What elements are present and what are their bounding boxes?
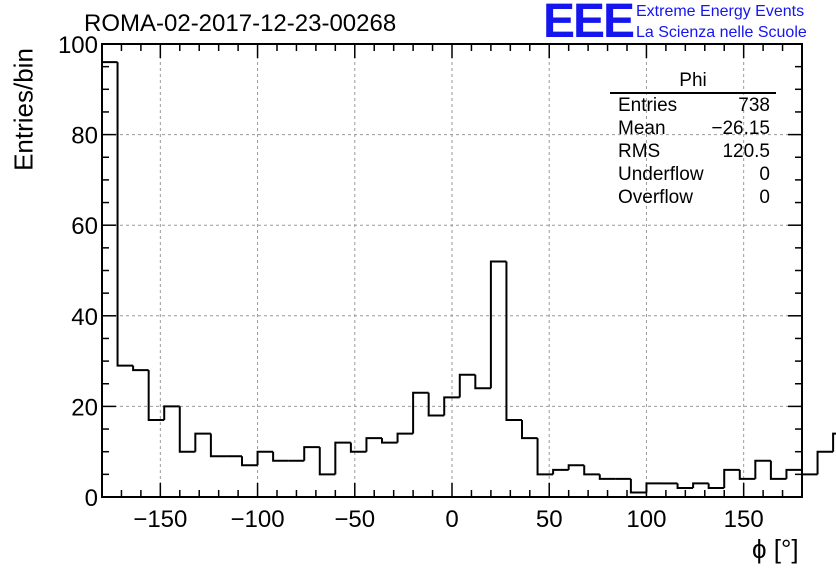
histogram-bin	[381, 438, 398, 444]
histogram-bin	[567, 464, 585, 470]
histogram-bin	[241, 456, 258, 467]
histogram-bin	[723, 468, 740, 488]
stats-row-overflow: Overflow 0	[610, 186, 776, 209]
histogram-bin	[707, 483, 725, 489]
histogram-bin	[785, 468, 802, 479]
histogram-bin	[801, 469, 818, 476]
histogram-bin	[116, 62, 134, 367]
histogram-bin	[396, 432, 414, 443]
histogram-bin	[412, 391, 429, 434]
stats-value: 0	[759, 187, 770, 208]
stats-label: Underflow	[618, 164, 704, 185]
plot-frame	[101, 43, 803, 498]
histogram-bin	[365, 437, 382, 452]
histogram-bin	[505, 261, 522, 421]
histogram-bin	[583, 465, 600, 476]
x-tick-label: −150	[133, 506, 187, 533]
x-tick-label: 150	[724, 506, 764, 533]
histogram-bin	[489, 260, 507, 389]
histogram-bin	[194, 432, 211, 452]
org-name-line1: Extreme Energy Events	[636, 3, 805, 20]
stats-label: Mean	[618, 118, 666, 139]
histogram-bin	[474, 374, 491, 390]
histogram-bin	[598, 474, 616, 480]
histogram-bin	[318, 447, 336, 476]
y-tick-label: 0	[85, 485, 98, 512]
stats-row-underflow: Underflow 0	[610, 163, 776, 186]
histogram-bin	[458, 373, 476, 398]
histogram-bin	[521, 419, 538, 440]
stats-value: 0	[759, 164, 770, 185]
histogram-bin	[427, 392, 445, 417]
x-tick-label: −100	[231, 506, 285, 533]
stats-label: Entries	[618, 95, 678, 116]
x-axis-label: ϕ [°]	[752, 534, 799, 564]
histogram-bin	[536, 438, 554, 476]
stats-value: −26.15	[711, 118, 770, 139]
stats-value: 120.5	[722, 141, 770, 162]
stats-row-mean: Mean −26.15	[610, 117, 776, 140]
stats-value: 738	[738, 95, 770, 116]
histogram-bin	[334, 441, 351, 475]
stats-box: Phi Entries 738 Mean −26.15 RMS 120.5 Un…	[610, 70, 776, 209]
y-tick-label: 60	[71, 213, 98, 240]
stats-label: RMS	[618, 141, 661, 162]
histogram-bin	[832, 432, 836, 452]
histogram-bin	[692, 482, 709, 488]
x-tick-label: −50	[334, 506, 375, 533]
eee-logo: EEE	[543, 0, 635, 48]
y-tick-label: 80	[71, 123, 98, 150]
histogram-bin	[272, 451, 289, 462]
run-title: ROMA-02-2017-12-23-00268	[84, 10, 397, 37]
histogram-bin	[132, 365, 149, 372]
histogram-bin	[738, 469, 756, 480]
histogram-bin	[349, 442, 367, 453]
histogram-bin	[552, 468, 569, 475]
histogram-bin	[645, 482, 662, 493]
histogram-bin	[769, 460, 787, 480]
histogram-bin	[209, 433, 227, 458]
stats-row-rms: RMS 120.5	[610, 140, 776, 163]
histogram-bin	[178, 406, 196, 453]
histogram-bin	[443, 396, 460, 416]
y-tick-label: 20	[71, 394, 98, 421]
x-tick-label: 50	[536, 506, 563, 533]
y-tick-label: 40	[71, 304, 98, 331]
y-axis-label: Entries/bin	[8, 48, 39, 171]
histogram-bin	[147, 370, 165, 421]
histogram-bin	[754, 459, 771, 479]
y-tick-label: 100	[58, 32, 98, 59]
histogram-bin	[303, 446, 320, 461]
histogram-bin	[256, 450, 274, 466]
histogram-bin	[816, 450, 834, 475]
histogram-bin	[101, 61, 118, 497]
histogram-bin	[629, 478, 647, 494]
x-tick-label: 0	[445, 506, 458, 533]
org-name-line2: La Scienza nelle Scuole	[636, 24, 807, 41]
stats-title: Phi	[610, 70, 776, 94]
histogram-bin	[163, 405, 180, 420]
stats-row-entries: Entries 738	[610, 94, 776, 117]
histogram-bin	[676, 483, 694, 489]
x-tick-label: 100	[626, 506, 666, 533]
stats-label: Overflow	[618, 187, 693, 208]
